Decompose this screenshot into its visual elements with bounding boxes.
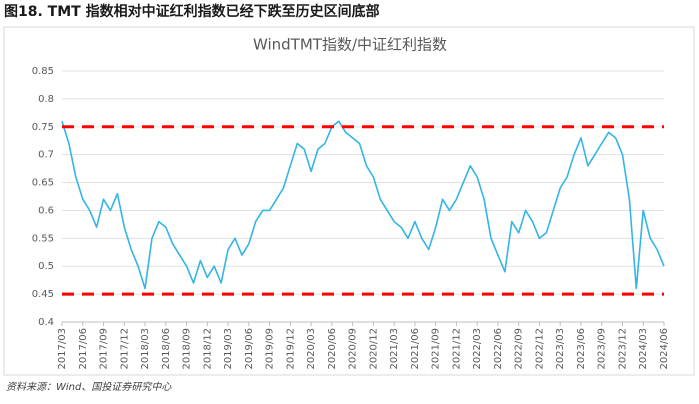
x-tick-label: 2022/06	[493, 328, 504, 370]
x-tick-label: 2022/12	[534, 328, 545, 370]
x-tick-label: 2023/09	[597, 328, 608, 370]
y-tick-label: 0.85	[32, 66, 54, 77]
source: 资料来源：Wind、国投证券研究中心	[6, 381, 172, 393]
x-tick-label: 2021/12	[451, 328, 462, 370]
x-tick-label: 2021/03	[389, 328, 400, 370]
x-tick-label: 2023/03	[555, 328, 566, 370]
x-tick-label: 2023/06	[576, 328, 587, 370]
x-tick-label: 2020/12	[368, 328, 379, 370]
chart-frame	[3, 26, 695, 376]
x-tick-label: 2018/03	[140, 328, 151, 370]
x-tick-label: 2017/12	[119, 328, 130, 370]
x-tick-label: 2019/03	[223, 328, 234, 370]
y-tick-label: 0.65	[32, 178, 54, 189]
y-tick-label: 0.8	[38, 94, 54, 105]
y-tick-label: 0.5	[38, 261, 54, 272]
y-tick-label: 0.55	[32, 233, 54, 244]
x-tick-label: 2020/03	[306, 328, 317, 370]
x-tick-label: 2017/06	[78, 328, 89, 370]
chart-title: WindTMT指数/中证红利指数	[253, 36, 447, 54]
y-tick-label: 0.6	[38, 205, 54, 216]
x-tick-label: 2020/06	[327, 328, 338, 370]
x-tick-label: 2019/06	[244, 328, 255, 370]
y-tick-label: 0.75	[32, 122, 54, 133]
x-tick-label: 2022/09	[514, 328, 525, 370]
x-tick-label: 2024/06	[659, 328, 670, 370]
x-tick-label: 2019/12	[285, 328, 296, 370]
x-tick-label: 2023/12	[617, 328, 628, 370]
data-line	[61, 120, 665, 290]
x-tick-label: 2017/09	[99, 328, 110, 370]
x-tick-label: 2022/03	[472, 328, 483, 370]
x-tick-label: 2018/09	[182, 328, 193, 370]
y-tick-label: 0.45	[32, 289, 54, 300]
x-tick-label: 2024/03	[638, 328, 649, 370]
header: 图18. TMT 指数相对中证红利指数已经下跌至历史区间底部	[4, 3, 380, 20]
x-tick-label: 2018/06	[161, 328, 172, 370]
x-tick-label: 2019/09	[265, 328, 276, 370]
x-tick-label: 2021/09	[431, 328, 442, 370]
x-tick-label: 2020/09	[348, 328, 359, 370]
x-tick-label: 2017/03	[57, 328, 68, 370]
y-tick-label: 0.7	[38, 150, 54, 161]
x-tick-label: 2018/12	[202, 328, 213, 370]
y-tick-label: 0.4	[38, 317, 54, 328]
x-tick-label: 2021/06	[410, 328, 421, 370]
